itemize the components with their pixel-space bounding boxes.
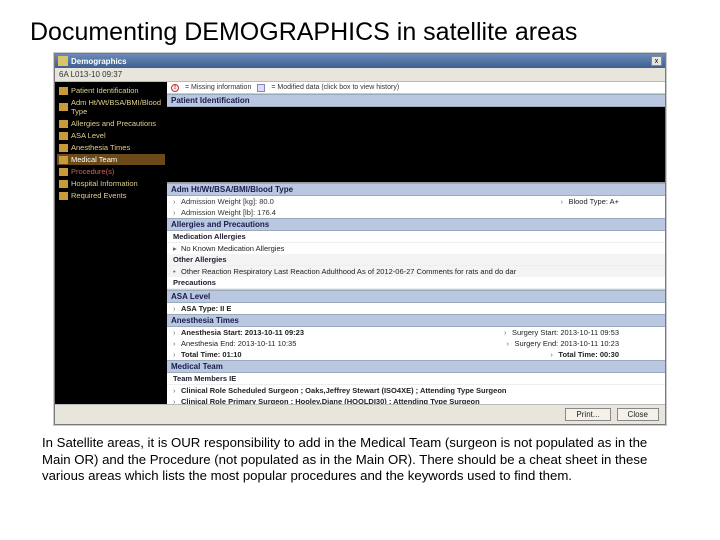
folder-icon	[59, 103, 68, 111]
folder-icon	[59, 168, 68, 176]
legend-missing-text: = Missing information	[185, 84, 251, 91]
missing-info-icon: !	[171, 84, 179, 92]
team-members-head: Team Members IE	[167, 373, 665, 385]
other-allergies-head: Other Allergies	[167, 254, 665, 266]
toolbar-timestamp: 6A L013-10 09:37	[59, 70, 122, 79]
print-button[interactable]: Print...	[565, 408, 610, 421]
precautions-head: Precautions	[167, 277, 665, 289]
section-allergies: Allergies and Precautions	[167, 218, 665, 231]
data-row: ›Clinical Role Scheduled Surgeon ; Oaks,…	[167, 385, 665, 396]
sidebar-item-asa[interactable]: ASA Level	[57, 130, 165, 141]
slide-title: Documenting DEMOGRAPHICS in satellite ar…	[30, 18, 690, 47]
modified-data-icon	[257, 84, 265, 92]
section-patient-id: Patient Identification	[167, 94, 665, 107]
close-icon[interactable]: x	[651, 56, 662, 66]
toolbar: 6A L013-10 09:37	[55, 68, 665, 82]
sidebar-item-procedures[interactable]: Procedure(s)	[57, 166, 165, 177]
folder-icon	[59, 156, 68, 164]
sidebar-item-patient-id[interactable]: Patient Identification	[57, 85, 165, 96]
data-row: •Other Reaction Respiratory Last Reactio…	[167, 266, 665, 277]
folder-icon	[59, 120, 68, 128]
data-row: ›Admission Weight [kg]: 80.0›Blood Type:…	[167, 196, 665, 207]
med-allergies-head: Medication Allergies	[167, 231, 665, 243]
button-bar: Print... Close	[55, 404, 665, 424]
sidebar-item-hospital-info[interactable]: Hospital Information	[57, 178, 165, 189]
folder-icon	[59, 144, 68, 152]
sidebar: Patient Identification Adm Ht/Wt/BSA/BMI…	[55, 82, 167, 404]
legend-modified-text: = Modified data (click box to view histo…	[271, 84, 399, 91]
title-bar: Demographics x	[55, 54, 665, 68]
close-button[interactable]: Close	[617, 408, 659, 421]
folder-icon	[59, 180, 68, 188]
window-icon	[58, 56, 68, 66]
folder-icon	[59, 192, 68, 200]
content-pane: ! = Missing information = Modified data …	[167, 82, 665, 404]
data-row: ›Anesthesia End: 2013-10-11 10:35›Surger…	[167, 338, 665, 349]
section-adm: Adm Ht/Wt/BSA/BMI/Blood Type	[167, 183, 665, 196]
sidebar-item-medical-team[interactable]: Medical Team	[57, 154, 165, 165]
sidebar-item-allergies[interactable]: Allergies and Precautions	[57, 118, 165, 129]
data-row: ›ASA Type: II E	[167, 303, 665, 314]
folder-icon	[59, 87, 68, 95]
section-anes-times: Anesthesia Times	[167, 314, 665, 327]
section-asa: ASA Level	[167, 290, 665, 303]
data-row: ›Admission Weight [lb]: 176.4	[167, 207, 665, 218]
folder-icon	[59, 132, 68, 140]
demographics-window: Demographics x 6A L013-10 09:37 Patient …	[54, 53, 666, 425]
data-row: ▸No Known Medication Allergies	[167, 243, 665, 254]
slide-caption: In Satellite areas, it is OUR responsibi…	[30, 435, 690, 485]
sidebar-item-required-events[interactable]: Required Events	[57, 190, 165, 201]
data-row: ›Clinical Role Primary Surgeon ; Hooley,…	[167, 396, 665, 404]
data-row: ›Total Time: 01:10›Total Time: 00:30	[167, 349, 665, 360]
legend-row: ! = Missing information = Modified data …	[167, 82, 665, 94]
patient-id-redacted	[167, 107, 665, 183]
data-row: ›Anesthesia Start: 2013-10-11 09:23›Surg…	[167, 327, 665, 338]
sidebar-item-anes-times[interactable]: Anesthesia Times	[57, 142, 165, 153]
section-medical-team: Medical Team	[167, 360, 665, 373]
sidebar-item-adm[interactable]: Adm Ht/Wt/BSA/BMI/Blood Type	[57, 97, 165, 117]
window-title: Demographics	[71, 57, 651, 66]
